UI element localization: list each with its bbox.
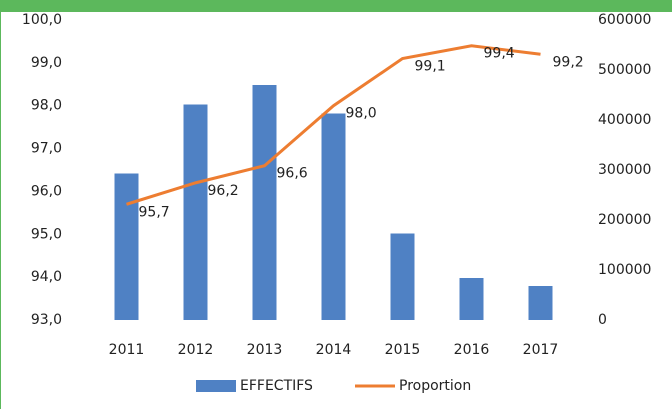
legend-swatch <box>196 380 236 392</box>
bar <box>459 278 484 320</box>
y2-tick-label: 600000 <box>598 12 651 28</box>
bar <box>114 173 139 320</box>
y-tick-label: 96,0 <box>31 183 62 199</box>
x-tick-label: 2016 <box>454 342 490 358</box>
y2-tick-label: 500000 <box>598 62 651 78</box>
data-label: 96,2 <box>208 183 239 199</box>
y-tick-label: 100,0 <box>22 12 62 28</box>
data-label: 95,7 <box>139 204 170 220</box>
data-label: 99,2 <box>553 54 584 70</box>
x-tick-label: 2017 <box>523 342 559 358</box>
y2-tick-label: 0 <box>598 312 607 328</box>
y2-tick-label: 100000 <box>598 262 651 278</box>
y-tick-label: 94,0 <box>31 269 62 285</box>
legend-label: EFFECTIFS <box>240 378 313 394</box>
y-tick-label: 97,0 <box>31 141 62 157</box>
legend-label: Proportion <box>399 378 471 394</box>
data-label: 96,6 <box>277 166 308 182</box>
y2-tick-label: 200000 <box>598 212 651 228</box>
x-tick-label: 2015 <box>385 342 421 358</box>
y-tick-label: 98,0 <box>31 98 62 114</box>
line <box>126 44 541 206</box>
bar <box>321 113 346 320</box>
x-tick-label: 2011 <box>109 342 145 358</box>
x-tick-label: 2013 <box>247 342 283 358</box>
y-tick-label: 93,0 <box>31 312 62 328</box>
bar <box>390 233 415 320</box>
data-label: 99,1 <box>415 59 446 75</box>
x-tick-label: 2012 <box>178 342 214 358</box>
y2-tick-label: 400000 <box>598 112 651 128</box>
y2-tick-label: 300000 <box>598 162 651 178</box>
header-bar <box>0 0 672 12</box>
data-label: 99,4 <box>484 46 515 62</box>
y-tick-label: 95,0 <box>31 226 62 242</box>
data-label: 98,0 <box>346 106 377 122</box>
bar <box>183 104 208 320</box>
bar <box>528 286 553 320</box>
y-tick-label: 99,0 <box>31 55 62 71</box>
x-tick-label: 2014 <box>316 342 352 358</box>
bar <box>252 85 277 320</box>
